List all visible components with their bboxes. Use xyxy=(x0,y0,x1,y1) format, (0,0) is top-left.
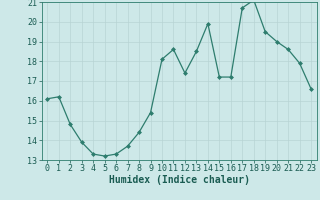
X-axis label: Humidex (Indice chaleur): Humidex (Indice chaleur) xyxy=(109,175,250,185)
